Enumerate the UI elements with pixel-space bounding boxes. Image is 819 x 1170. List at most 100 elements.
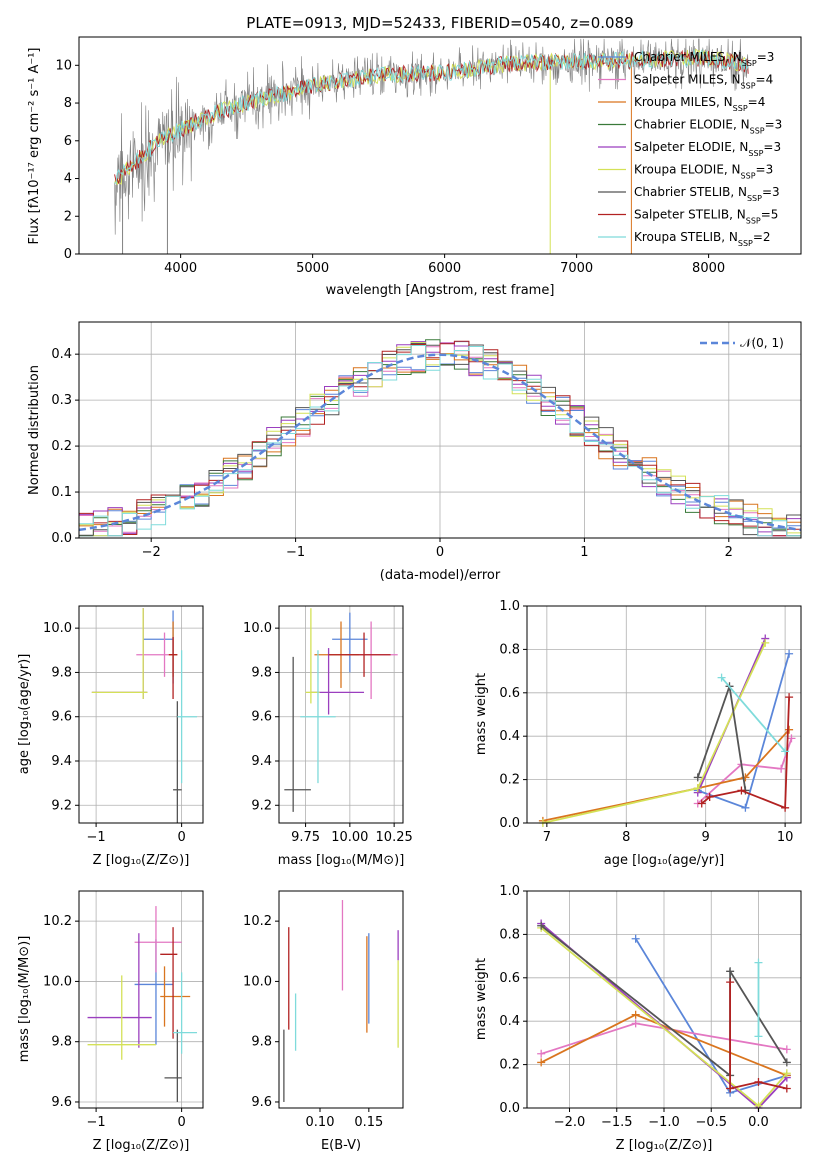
mass-vs-metallicity-x-label: Z [log₁₀(Z/Z⊙)] — [93, 1138, 190, 1153]
x-tick-label: 7 — [543, 830, 551, 845]
y-tick-label: 0 — [64, 247, 72, 262]
mass-weight-marker — [537, 1049, 546, 1058]
y-tick-label: 0.4 — [499, 1014, 520, 1029]
mass-vs-metallicity-frame — [78, 890, 204, 1109]
x-tick-label: 7000 — [560, 261, 593, 276]
y-tick-label: 1.0 — [499, 884, 520, 899]
x-tick-label: −1 — [87, 1115, 106, 1130]
x-tick-label: 6000 — [428, 261, 461, 276]
y-tick-label: 9.8 — [251, 665, 272, 680]
age-vs-metallicity-frame — [78, 605, 204, 824]
residuals-x-ticks: −2 −1 0 1 2 — [142, 538, 733, 560]
x-tick-label: 2 — [725, 545, 733, 560]
mass-weight-marker — [777, 764, 786, 773]
x-tick-label: 5000 — [296, 261, 329, 276]
y-tick-label: 0.0 — [499, 816, 520, 831]
y-tick-label: 6 — [64, 134, 72, 149]
mass-weight-marker — [781, 747, 790, 756]
model-spectrum — [114, 48, 749, 185]
mass-weight-vs-age-plot — [538, 634, 796, 827]
mass-weight-vs-age-x-label: age [log₁₀(age/yr)] — [604, 853, 725, 868]
residuals-y-ticks: 0.0 0.1 0.2 0.3 0.4 — [51, 347, 79, 546]
residual-histogram — [79, 345, 801, 537]
mass-vs-extinction-x-ticks: 0.10 0.15 — [306, 1108, 383, 1130]
mass-weight-marker — [537, 921, 546, 930]
mass-weight-vs-metallicity-x-ticks: −2.0 −1.5 −1.0 −0.5 0.0 — [554, 1108, 769, 1130]
mass-vs-metallicity-y-ticks: 9.6 9.8 10.0 10.2 — [43, 914, 79, 1110]
mass-weight-marker — [737, 786, 746, 795]
y-tick-label: 0.2 — [51, 439, 72, 454]
mass-weight-vs-metallicity-panel: −2.0 −1.5 −1.0 −0.5 0.0 0.0 0.2 0.4 0.6 0.8 1.0 Z… — [474, 884, 802, 1153]
spectrum-x-label: wavelength [Angstrom, rest frame] — [326, 283, 555, 298]
x-tick-label: 0.0 — [748, 1115, 769, 1130]
mass-vs-extinction-plot — [283, 900, 399, 1102]
y-tick-label: 0.2 — [499, 1058, 520, 1073]
legend-label: Salpeter MILES, NSSP=4 — [634, 73, 773, 91]
mass-vs-metallicity-panel: −1 0 9.6 9.8 10.0 10.2 Z [log₁₀(Z/Z⊙)] mass … — [17, 890, 204, 1153]
y-tick-label: 10 — [55, 58, 72, 73]
mass-weight-vs-metallicity-x-label: Z [log₁₀(Z/Z⊙)] — [616, 1138, 713, 1153]
residuals-y-label: Normed distribution — [27, 365, 42, 495]
y-tick-label: 9.2 — [51, 798, 72, 813]
residuals-legend: 𝒩(0, 1) — [700, 336, 784, 350]
mass-weight-vs-age-y-label: mass weight — [474, 673, 489, 755]
mass-weight-marker — [761, 638, 770, 647]
spectrum-plot-area — [114, 38, 749, 254]
y-tick-label: 10.2 — [243, 914, 272, 929]
x-tick-label: −1 — [87, 830, 106, 845]
y-tick-label: 9.8 — [251, 1035, 272, 1050]
y-tick-label: 0.3 — [51, 393, 72, 408]
mass-weight-marker — [785, 693, 794, 702]
y-tick-label: 0.6 — [499, 971, 520, 986]
legend-label: Salpeter ELODIE, NSSP=3 — [634, 140, 781, 158]
legend-label: Chabrier STELIB, NSSP=3 — [634, 185, 780, 203]
y-tick-label: 10.2 — [43, 914, 72, 929]
y-tick-label: 0.2 — [499, 773, 520, 788]
mass-weight-marker — [741, 803, 750, 812]
mass-weight-line — [542, 729, 790, 822]
y-tick-label: 1.0 — [499, 599, 520, 614]
x-tick-label: −1 — [286, 545, 305, 560]
mass-weight-vs-metallicity-y-ticks: 0.0 0.2 0.4 0.6 0.8 1.0 — [499, 884, 527, 1116]
spectrum-x-ticks: 4000 5000 6000 7000 8000 — [164, 254, 725, 276]
x-tick-label: 0 — [177, 830, 185, 845]
x-tick-label: 0 — [436, 545, 444, 560]
y-tick-label: 2 — [64, 209, 72, 224]
legend-label: Kroupa ELODIE, NSSP=3 — [634, 163, 773, 181]
spectrum-legend: Chabrier MILES, NSSP=3 Salpeter MILES, NS… — [598, 50, 782, 248]
y-tick-label: 10.0 — [43, 621, 72, 636]
mass-vs-extinction-panel: 0.10 0.15 9.6 9.8 10.0 10.2 E(B-V) — [243, 890, 404, 1153]
mass-weight-marker — [782, 1058, 791, 1067]
spectrum-panel: 4000 5000 6000 7000 8000 0 2 4 6 8 10 wavelength … — [27, 36, 802, 298]
x-tick-label: 0.15 — [354, 1115, 383, 1130]
mass-weight-marker — [631, 1010, 640, 1019]
mass-weight-marker — [754, 1032, 763, 1041]
x-tick-label: 9 — [702, 830, 710, 845]
mass-weight-marker — [726, 978, 735, 987]
mass-weight-marker — [782, 1084, 791, 1093]
mass-weight-line — [542, 642, 767, 824]
mass-weight-marker — [705, 792, 714, 801]
age-vs-mass-y-ticks: 9.2 9.4 9.6 9.8 10.0 — [243, 621, 279, 813]
mass-weight-vs-metallicity-y-label: mass weight — [474, 958, 489, 1040]
mass-weight-marker — [631, 934, 640, 943]
figure-title: PLATE=0913, MJD=52433, FIBERID=0540, z=0… — [246, 14, 633, 32]
x-tick-label: 10 — [777, 830, 794, 845]
age-vs-mass-frame — [278, 605, 404, 824]
legend-label: Salpeter STELIB, NSSP=5 — [634, 208, 778, 226]
y-tick-label: 10.0 — [43, 974, 72, 989]
mass-weight-marker — [787, 734, 796, 743]
age-vs-mass-x-ticks: 9.75 10.00 10.25 — [291, 823, 413, 845]
mass-weight-line — [720, 677, 786, 752]
age-vs-mass-x-label: mass [log₁₀(M/M⊙)] — [278, 853, 405, 868]
spectrum-y-ticks: 0 2 4 6 8 10 — [55, 58, 79, 262]
mass-weight-vs-age-grid — [527, 605, 801, 824]
spectrum-y-label: Flux [fλ10⁻¹⁷ erg cm⁻² s⁻¹ A⁻¹] — [27, 48, 42, 245]
age-vs-metallicity-plot — [91, 608, 198, 823]
x-tick-label: 8 — [622, 830, 630, 845]
y-tick-label: 0.8 — [499, 642, 520, 657]
x-tick-label: −2 — [142, 545, 161, 560]
mass-weight-vs-age-frame — [526, 605, 802, 824]
y-tick-label: 0.4 — [499, 729, 520, 744]
